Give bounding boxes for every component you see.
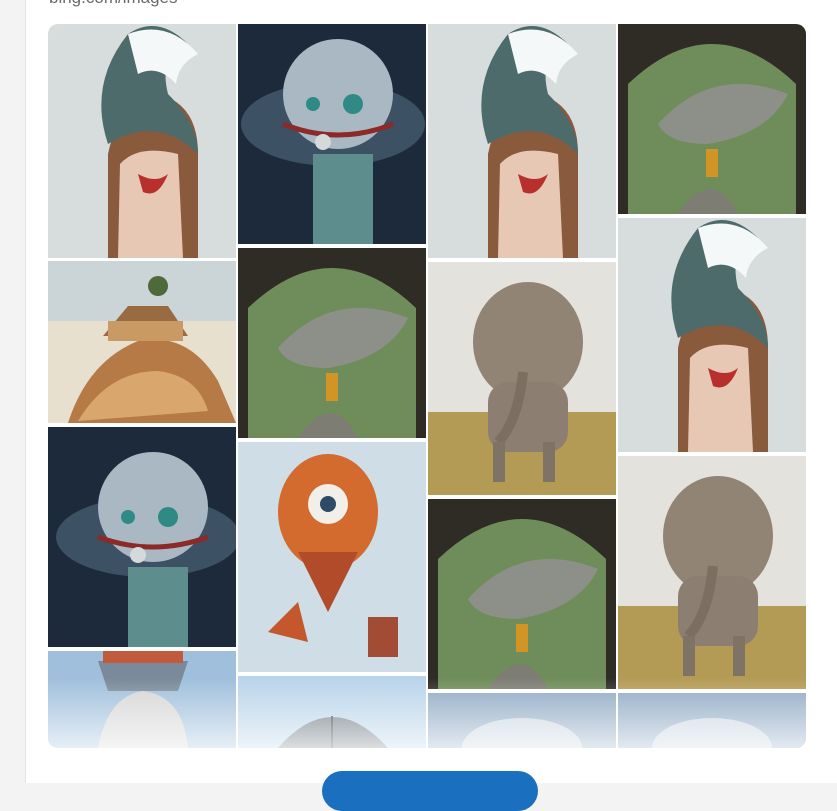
image-tile-partial-sky[interactable]: [428, 693, 616, 748]
elephant-image: [618, 456, 806, 689]
image-tile-shark-tunnel[interactable]: [618, 24, 806, 214]
image-tile-wave-hair-woman[interactable]: [618, 218, 806, 452]
eye-balloon-image: [238, 442, 426, 672]
image-tile-partial-sky[interactable]: [618, 693, 806, 748]
moon-creature-image: [238, 24, 426, 244]
boat-head-image: [48, 651, 236, 748]
wave-hair-woman-image: [618, 218, 806, 452]
image-tile-wave-hair-woman[interactable]: [48, 24, 236, 258]
image-tile-eye-balloon[interactable]: [238, 442, 426, 672]
image-tile-elephant[interactable]: [428, 262, 616, 495]
image-tile-shark-tunnel[interactable]: [428, 499, 616, 689]
shark-tunnel-image: [618, 24, 806, 214]
umbrella-sky-image: [238, 676, 426, 748]
image-tile-moon-creature[interactable]: [48, 427, 236, 647]
wave-hair-woman-image: [428, 24, 616, 258]
image-tile-moon-creature[interactable]: [238, 24, 426, 244]
elephant-image: [428, 262, 616, 495]
source-label[interactable]: bing.com/images: [49, 0, 178, 8]
shark-tunnel-image: [238, 248, 426, 438]
image-tile-island-wave-house[interactable]: [48, 261, 236, 423]
image-tile-boat-head[interactable]: [48, 651, 236, 748]
partial-sky-image: [428, 693, 616, 748]
image-tile-wave-hair-woman[interactable]: [428, 24, 616, 258]
partial-sky-image: [618, 693, 806, 748]
image-grid: [48, 24, 806, 748]
image-tile-shark-tunnel[interactable]: [238, 248, 426, 438]
image-tile-elephant[interactable]: [618, 456, 806, 689]
island-wave-house-image: [48, 261, 236, 423]
wave-hair-woman-image: [48, 24, 236, 258]
shark-tunnel-image: [428, 499, 616, 689]
image-tile-umbrella-sky[interactable]: [238, 676, 426, 748]
see-more-button[interactable]: [322, 771, 538, 811]
moon-creature-image: [48, 427, 236, 647]
